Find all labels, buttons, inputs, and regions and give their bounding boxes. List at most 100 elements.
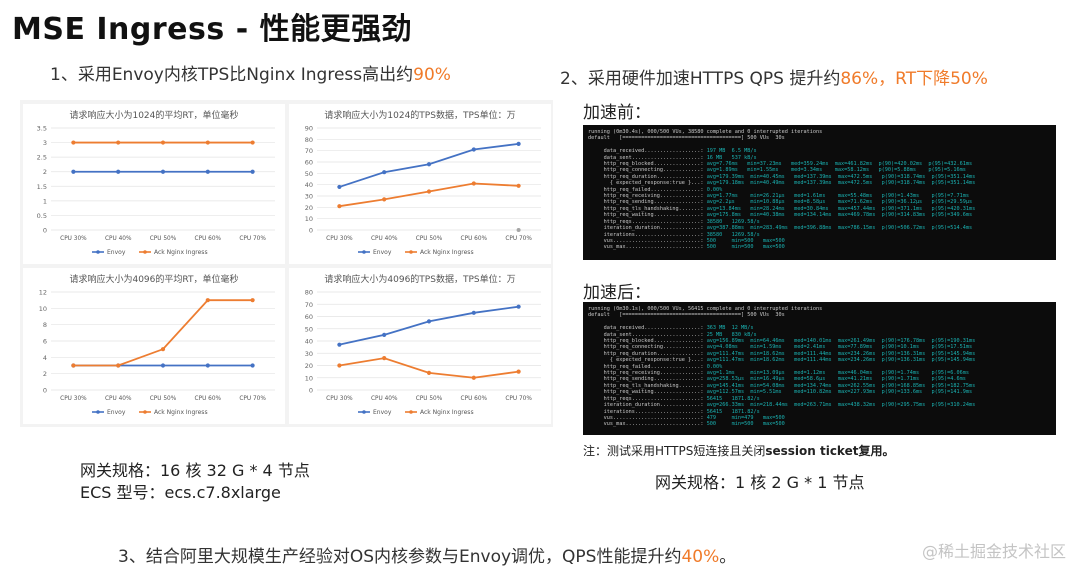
- point-2-mid: ，RT下降: [878, 69, 951, 89]
- data-point: [337, 184, 342, 190]
- data-point: [382, 356, 387, 361]
- x-tick-label: CPU 40%: [371, 236, 398, 242]
- legend-label: Envoy: [107, 249, 126, 256]
- data-point: [382, 170, 387, 175]
- y-tick-label: 70: [305, 147, 313, 155]
- terminal-line: running (0m30.1s), 000/500 VUs, 56415 co…: [588, 306, 823, 312]
- spec-left-line-2: ECS 型号：ecs.c7.8xlarge: [80, 483, 281, 502]
- y-tick-label: 10: [39, 305, 47, 313]
- terminal-line: { expected_response:true }...: avg=111.4…: [588, 357, 976, 364]
- x-tick-label: CPU 70%: [239, 396, 266, 402]
- y-tick-label: 2: [43, 168, 47, 176]
- y-tick-label: 50: [305, 325, 313, 333]
- data-point: [516, 304, 521, 309]
- terminal-line: iterations.....................: 38580 1…: [588, 231, 760, 238]
- terminal-line: vus............................: 479 min…: [588, 414, 785, 421]
- spec-left: 网关规格：16 核 32 G * 4 节点 ECS 型号：ecs.c7.8xla…: [80, 460, 310, 504]
- data-point: [516, 228, 521, 232]
- point-1: 1、采用Envoy内核TPS比Nginx Ingress高出约90%: [50, 60, 451, 85]
- point-2-text: 2、采用硬件加速HTTPS QPS 提升约: [560, 69, 841, 89]
- legend-marker: [96, 410, 100, 414]
- legend-marker: [409, 410, 413, 414]
- x-tick-label: CPU 70%: [239, 236, 266, 242]
- legend-label: Ack Nginx Ingress: [154, 249, 208, 256]
- y-tick-label: 20: [305, 204, 313, 212]
- terminal-line: http_req_connecting............: avg=4.0…: [588, 344, 973, 351]
- y-tick-label: 0: [43, 387, 47, 395]
- data-point: [471, 310, 476, 315]
- terminal-line: http_req_connecting............: avg=1.8…: [588, 167, 966, 174]
- terminal-line: http_req_waiting...............: avg=112…: [588, 389, 973, 396]
- data-point: [250, 169, 255, 174]
- terminal-line: vus_max........................: 500 min…: [588, 421, 785, 428]
- legend-label: Envoy: [107, 409, 126, 416]
- data-point: [205, 298, 210, 303]
- y-tick-label: 30: [305, 193, 313, 201]
- chart-rt-1024: 请求响应大小为1024的平均RT，单位毫秒 0 0.5 1 1.5 2 2.5 3 3.5 CPU…: [23, 104, 285, 264]
- data-point: [337, 342, 342, 347]
- terminal-line: vus_max........................: 500 min…: [588, 244, 785, 251]
- y-tick-label: 70: [305, 301, 313, 309]
- test-note: 注：测试采用HTTPS短连接且关闭session ticket复用。: [583, 442, 894, 459]
- terminal-line: http_reqs......................: 56415 1…: [588, 395, 760, 402]
- x-tick-label: CPU 70%: [505, 236, 532, 242]
- terminal-line: { expected_response:true }...: avg=179.1…: [588, 180, 976, 187]
- x-tick-label: CPU 50%: [416, 396, 443, 402]
- charts-panel: 请求响应大小为1024的平均RT，单位毫秒 0 0.5 1 1.5 2 2.5 3 3.5 CPU…: [20, 100, 553, 427]
- note-prefix: 注：测试采用HTTPS短连接且关闭: [583, 444, 766, 458]
- data-point: [426, 162, 432, 167]
- y-tick-label: 10: [305, 215, 313, 223]
- data-point: [205, 169, 210, 174]
- data-point: [116, 363, 121, 368]
- legend-marker: [362, 250, 366, 254]
- terminal-line: http_req_waiting...............: avg=175…: [588, 212, 973, 219]
- y-tick-label: 80: [305, 289, 313, 297]
- legend-marker: [409, 250, 413, 254]
- terminal-line: http_req_tls_handshaking.......: avg=13.…: [588, 205, 976, 212]
- point-2: 2、采用硬件加速HTTPS QPS 提升约86%，RT下降50%: [560, 64, 988, 89]
- terminal-line: running (0m30.4s), 000/500 VUs, 38580 co…: [588, 129, 823, 135]
- x-tick-label: CPU 60%: [195, 396, 222, 402]
- terminal-line: http_req_tls_handshaking.......: avg=145…: [588, 382, 976, 389]
- x-tick-label: CPU 50%: [416, 236, 443, 242]
- spec-right: 网关规格：1 核 2 G * 1 节点: [655, 473, 865, 492]
- series-line: [339, 182, 519, 208]
- y-tick-label: 0: [309, 227, 313, 235]
- terminal-line: http_req_sending...............: avg=2.2…: [588, 199, 973, 206]
- y-tick-label: 40: [305, 181, 313, 189]
- x-tick-label: CPU 50%: [150, 236, 177, 242]
- terminal-line: iteration_duration.............: avg=387…: [588, 225, 973, 232]
- x-tick-label: CPU 60%: [195, 236, 222, 242]
- series-line: [339, 305, 519, 346]
- terminal-line: http_req_failed................: 0.00%: [588, 186, 723, 193]
- terminal-line: http_req_duration..............: avg=179…: [588, 173, 976, 180]
- y-tick-label: 0: [309, 387, 313, 395]
- point-1-text: 1、采用Envoy内核TPS比Nginx Ingress高出约: [50, 65, 414, 85]
- terminal-line: http_req_failed................: 0.00%: [588, 363, 723, 370]
- legend-label: Envoy: [373, 249, 392, 256]
- y-tick-label: 60: [305, 159, 313, 167]
- x-tick-label: CPU 40%: [371, 396, 398, 402]
- y-tick-label: 50: [305, 170, 313, 178]
- point-3: 3、结合阿里大规模生产经验对OS内核参数与Envoy调优，QPS性能提升约40%…: [118, 542, 736, 567]
- data-point: [516, 183, 521, 188]
- terminal-line: http_req_blocked...............: avg=7.7…: [588, 161, 973, 168]
- data-point: [426, 370, 432, 375]
- y-tick-label: 10: [305, 374, 313, 382]
- before-label: 加速前：: [583, 103, 651, 123]
- y-tick-label: 8: [43, 321, 47, 329]
- terminal-line: http_req_duration..............: avg=111…: [588, 350, 976, 357]
- y-tick-label: 30: [305, 350, 313, 358]
- data-point: [205, 363, 210, 368]
- data-point: [160, 363, 166, 368]
- x-tick-label: CPU 40%: [105, 236, 132, 242]
- terminal-line: iterations.....................: 56415 1…: [588, 408, 760, 415]
- terminal-line: data_received..................: 363 MB …: [588, 325, 754, 332]
- chart-title: 请求响应大小为4096的TPS数据，TPS单位：万: [324, 273, 515, 285]
- data-point: [205, 140, 210, 145]
- y-tick-label: 12: [39, 289, 47, 297]
- legend-label: Envoy: [373, 409, 392, 416]
- point-3-text: 3、结合阿里大规模生产经验对OS内核参数与Envoy调优，QPS性能提升约: [118, 547, 682, 567]
- terminal-line: data_sent......................: 25 MB 8…: [588, 331, 757, 338]
- series-line: [73, 299, 253, 367]
